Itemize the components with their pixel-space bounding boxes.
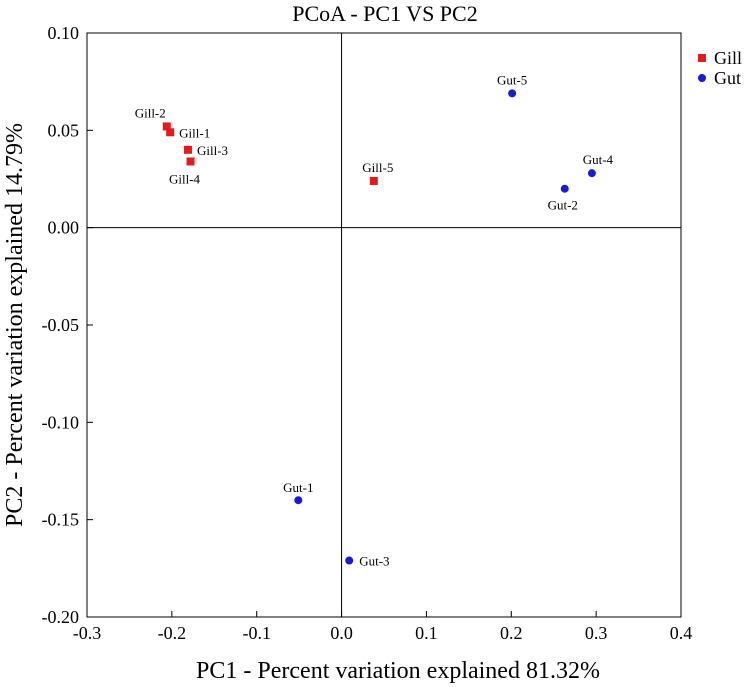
gill-point [162, 122, 171, 131]
gut-point-label: Gut-1 [283, 480, 313, 495]
gill-point [369, 176, 378, 185]
x-tick-label: -0.3 [73, 623, 102, 643]
legend-gill-marker [698, 54, 706, 62]
x-axis-label: PC1 - Percent variation explained 81.32% [196, 658, 600, 684]
gill-point [186, 157, 195, 166]
legend-gill-label: Gill [714, 48, 742, 68]
plot-frame [86, 32, 682, 618]
y-tick-label: 0.00 [48, 218, 80, 238]
gut-point-label: Gut-2 [548, 198, 578, 213]
gill-point-label: Gill-5 [362, 160, 393, 175]
y-tick-label: 0.05 [48, 120, 80, 140]
gut-point [345, 556, 354, 565]
gut-point [587, 169, 596, 178]
x-tick-label: 0.1 [415, 623, 438, 643]
x-tick-label: 0.4 [670, 623, 693, 643]
x-axis: -0.3 -0.2 -0.1 0.0 0.1 0.2 0.3 0.4 [73, 611, 693, 643]
x-tick-label: -0.1 [242, 623, 271, 643]
gill-point-label: Gill-1 [179, 125, 210, 140]
gill-point [183, 145, 192, 154]
y-axis-label: PC2 - Percent variation explained 14.79% [2, 123, 28, 527]
x-tick-label: 0.2 [500, 623, 523, 643]
gut-point-label: Gut-4 [583, 152, 614, 167]
y-tick-label: -0.10 [42, 412, 80, 432]
data-points: Gill-1 Gill-2 Gill-3 Gill-4 Gill-5 Gut-1 Gut-2… [135, 72, 614, 568]
gut-point [294, 496, 303, 505]
x-tick-label: 0.0 [330, 623, 353, 643]
legend-gut-label: Gut [714, 68, 741, 88]
x-tick-label: -0.2 [158, 623, 187, 643]
y-tick-label: -0.05 [42, 315, 80, 335]
x-tick-label: 0.3 [585, 623, 608, 643]
gill-point-label: Gill-3 [197, 143, 228, 158]
gill-point [166, 128, 175, 137]
gill-point-label: Gill-4 [169, 171, 201, 186]
y-axis: 0.10 0.05 0.00 -0.05 -0.10 -0.15 -0.20 [42, 23, 93, 627]
gut-point-label: Gut-3 [359, 554, 389, 569]
y-tick-label: -0.20 [42, 607, 80, 627]
y-tick-label: 0.10 [48, 23, 80, 43]
reference-lines [87, 33, 681, 617]
y-tick-label: -0.15 [42, 510, 80, 530]
gut-point [508, 89, 517, 98]
gill-point-label: Gill-2 [135, 105, 166, 120]
legend-gut-marker [698, 74, 706, 82]
chart-title: PCoA - PC1 VS PC2 [292, 1, 477, 26]
gut-point [560, 184, 569, 193]
gut-point-label: Gut-5 [497, 72, 527, 87]
